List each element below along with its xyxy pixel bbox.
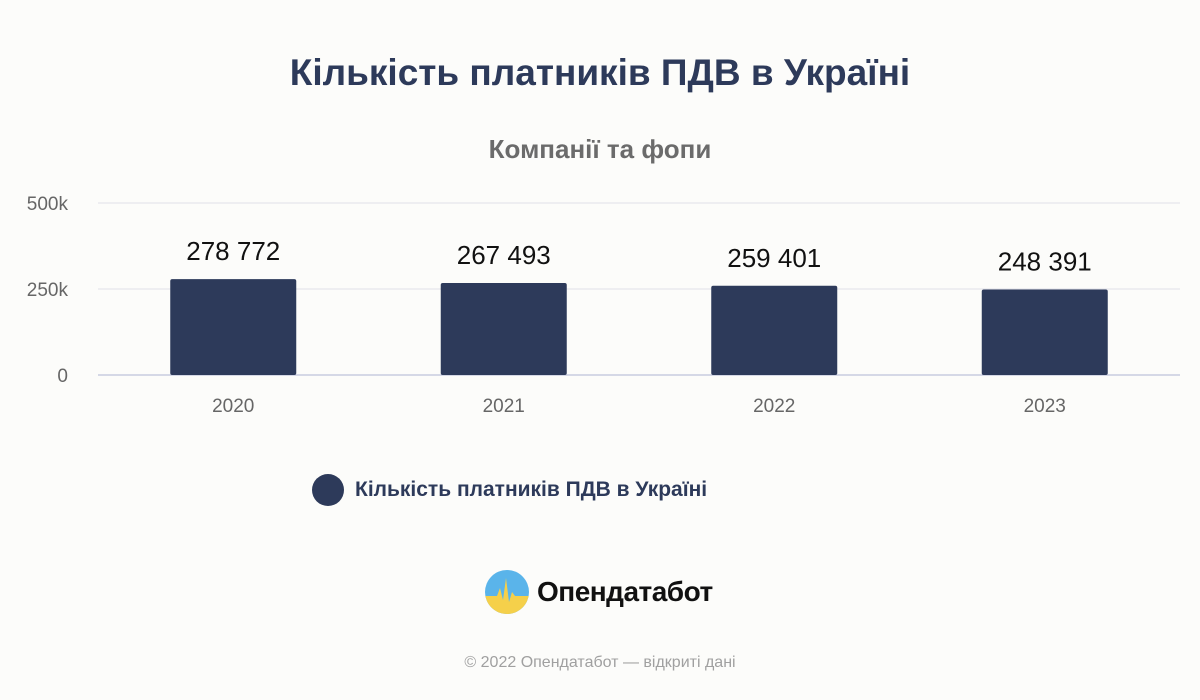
footer-copyright: © 2022 Опендатабот — відкриті дані: [464, 654, 736, 671]
y-tick-label: 250k: [27, 280, 69, 301]
bar-2020[interactable]: [170, 279, 297, 375]
brand-name: Опендатабот: [537, 576, 713, 607]
bar-2023[interactable]: [981, 289, 1108, 375]
data-label: 259 401: [727, 243, 821, 273]
y-tick-label: 500k: [27, 194, 69, 215]
x-tick-label: 2020: [212, 396, 254, 417]
chart-subtitle: Компанії та фопи: [488, 134, 712, 164]
data-label: 278 772: [186, 236, 280, 266]
x-tick-label: 2022: [753, 396, 795, 417]
data-label: 248 391: [998, 247, 1092, 277]
legend-swatch: [312, 474, 344, 506]
legend-label[interactable]: Кількість платників ПДВ в Україні: [355, 478, 708, 501]
bar-2021[interactable]: [440, 282, 567, 375]
x-tick-label: 2021: [483, 396, 525, 417]
brand: Опендатабот: [485, 570, 713, 614]
chart-title: Кількість платників ПДВ в Україні: [289, 52, 911, 93]
bar-2022[interactable]: [711, 285, 838, 375]
y-tick-label: 0: [57, 366, 68, 387]
legend[interactable]: Кількість платників ПДВ в Україні: [312, 474, 707, 506]
data-label: 267 493: [457, 240, 551, 270]
x-tick-label: 2023: [1024, 396, 1066, 417]
opendatabot-logo-icon: [485, 570, 529, 614]
